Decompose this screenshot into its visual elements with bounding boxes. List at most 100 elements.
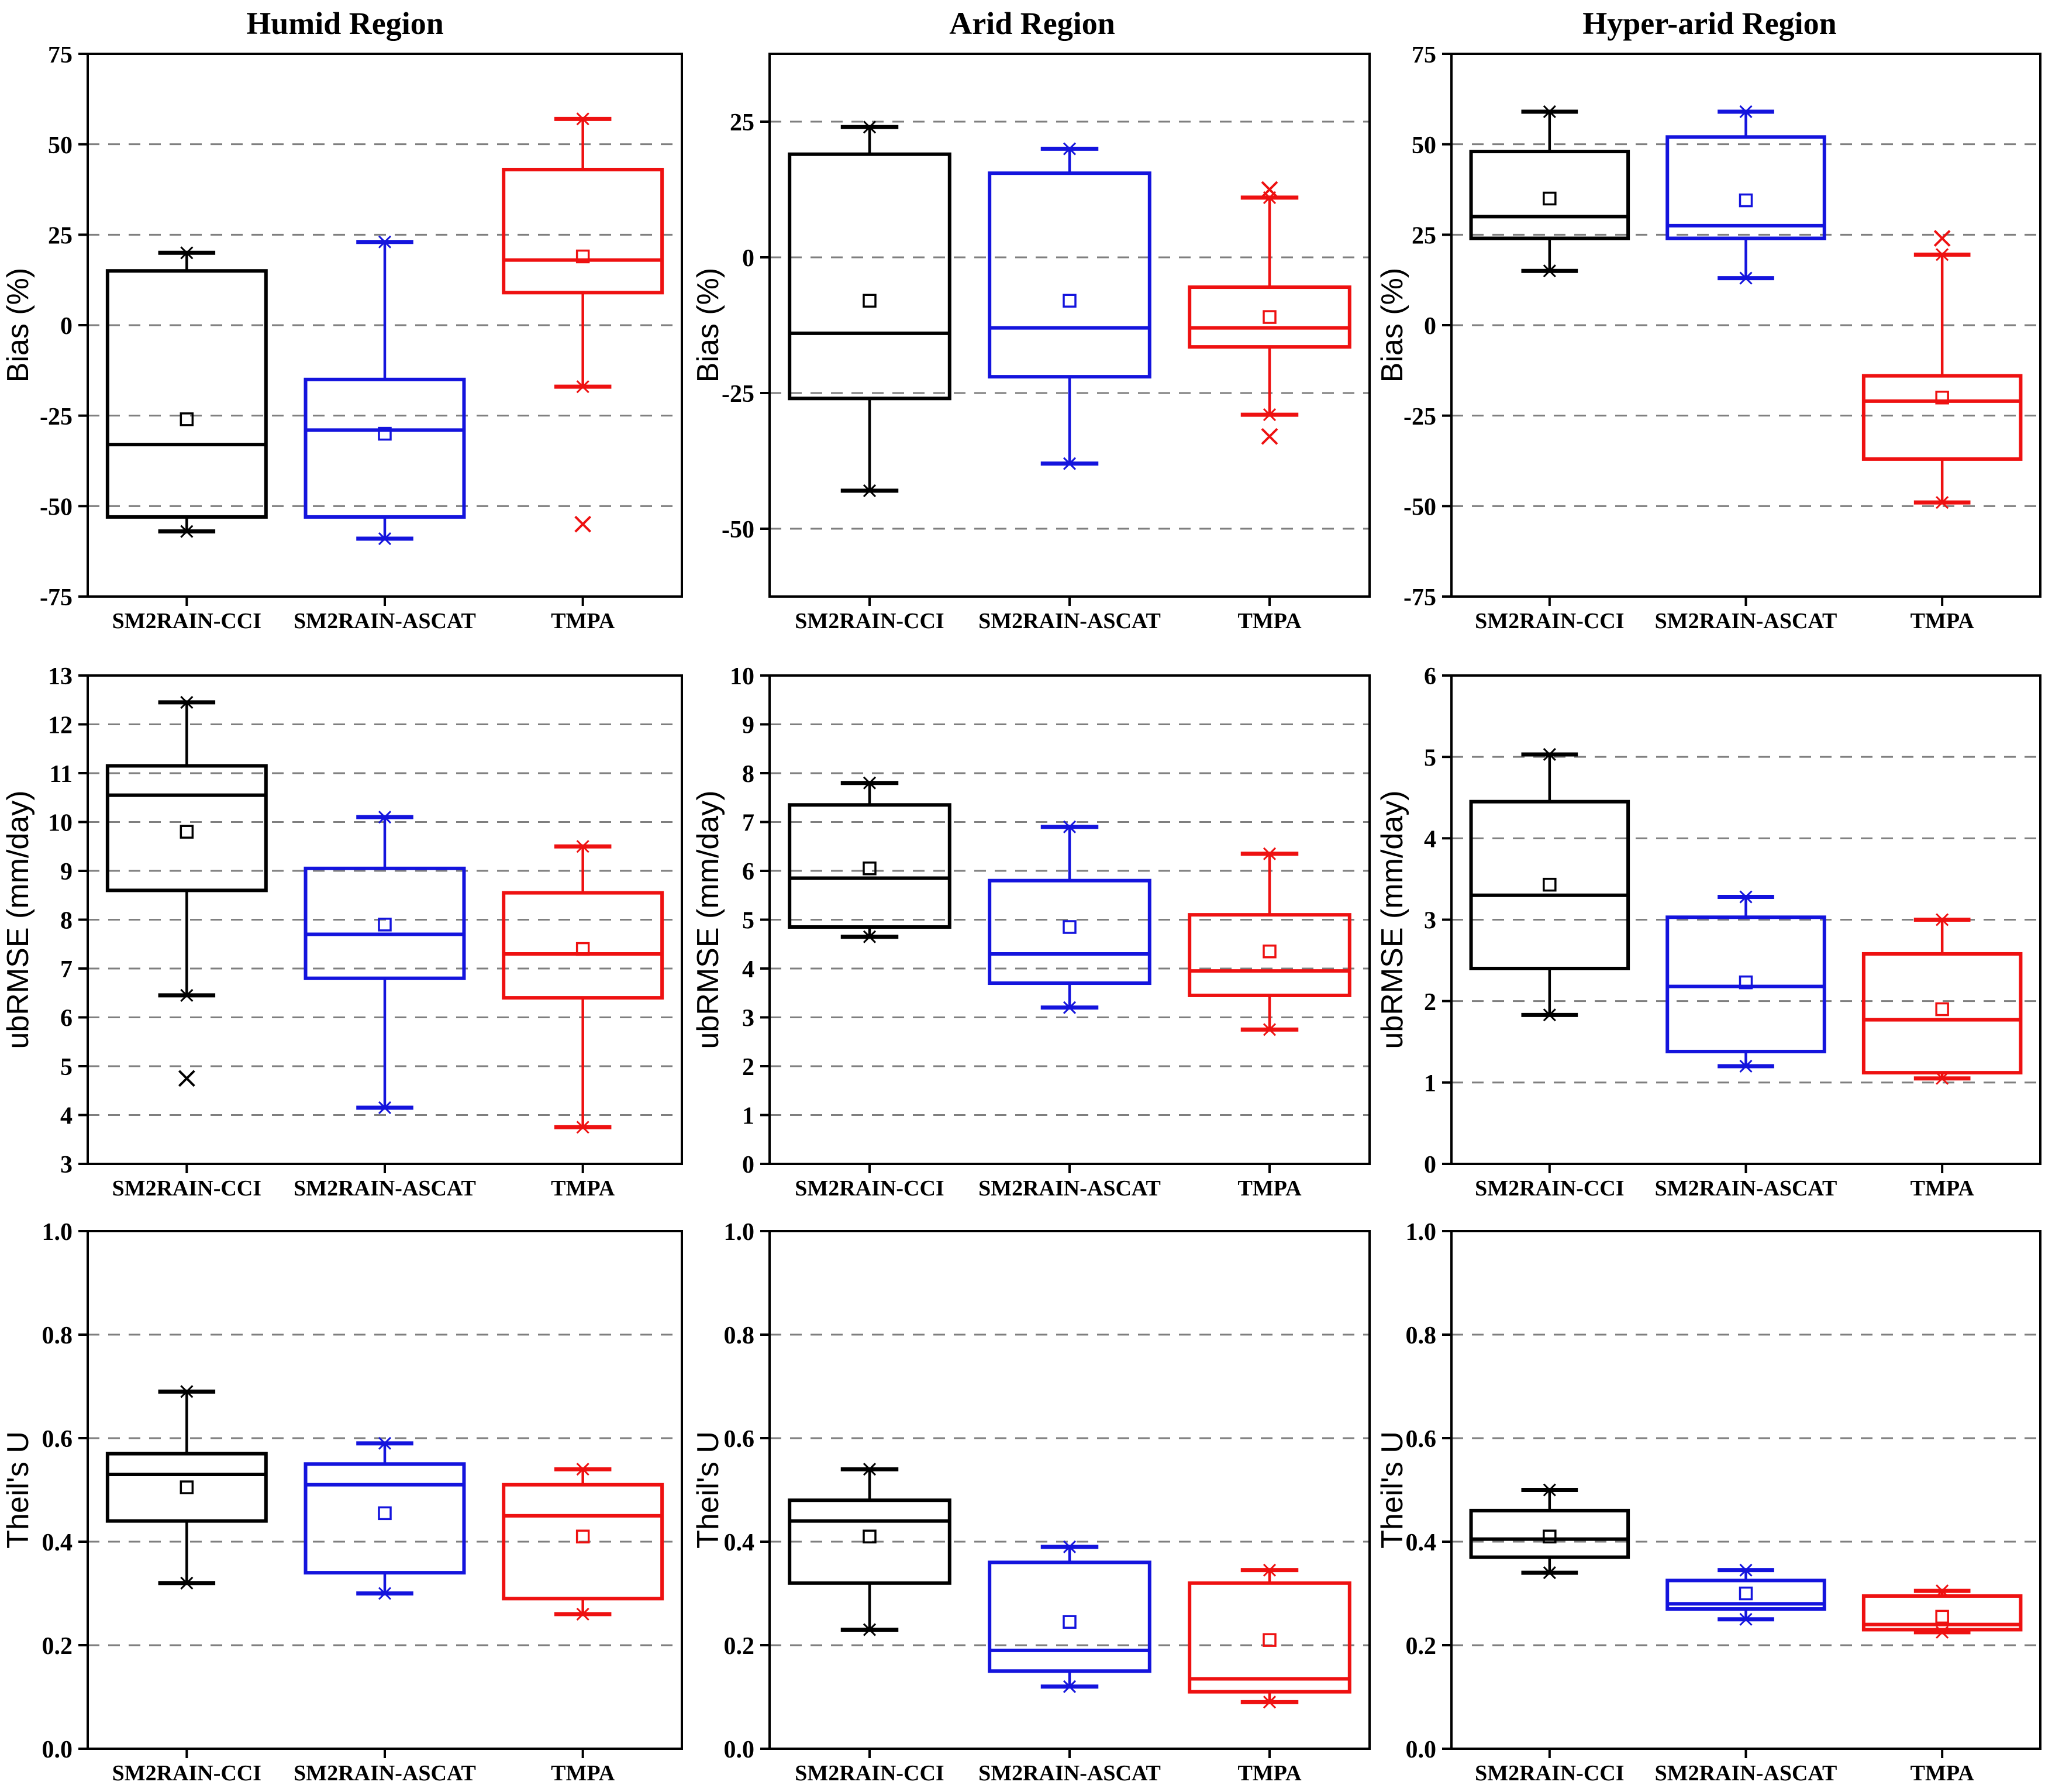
- x-category-label: SM2RAIN-CCI: [795, 609, 944, 632]
- x-category-label: SM2RAIN-CCI: [112, 609, 261, 632]
- x-category-label: SM2RAIN-ASCAT: [1655, 609, 1837, 632]
- y-tick-label: 10: [48, 810, 73, 837]
- y-tick-label: 0.2: [724, 1633, 755, 1660]
- y-tick-label: 25: [48, 222, 73, 249]
- y-tick-label: -25: [1403, 404, 1436, 430]
- x-category-label: SM2RAIN-ASCAT: [1655, 1761, 1837, 1786]
- boxplot-theils-u-humid: 1.0 0.8 0.6 0.4 0.2 0.0 Theil's U SM2RAIN-CCI SM…: [1, 1219, 683, 1786]
- y-tick-label: 4: [60, 1103, 73, 1130]
- x-category-label: TMPA: [551, 1761, 615, 1786]
- x-category-label: TMPA: [1910, 1761, 1975, 1786]
- cell-hyper-arid-theils-u: 1.0 0.8 0.6 0.4 0.2 0.0 Theil's U SM2RAIN-CCI SM…: [1374, 1217, 2045, 1792]
- x-category-label: TMPA: [1237, 1176, 1302, 1201]
- y-tick-label: 50: [48, 132, 73, 159]
- y-tick-label: 0.0: [42, 1736, 73, 1763]
- y-tick-label: 75: [1412, 47, 1436, 68]
- y-tick-label: 2: [1424, 989, 1436, 1016]
- x-category-label: TMPA: [551, 1176, 615, 1201]
- boxplot-bias-arid: 25 0 -25 -50 Bias (%) SM2RAIN-CCI SM2RAIN-ASCA…: [691, 53, 1371, 632]
- x-category-label: TMPA: [1910, 609, 1975, 632]
- y-tick-label: -50: [1403, 494, 1436, 521]
- y-tick-label: 25: [730, 109, 754, 136]
- boxplot-theils-u-arid: 1.0 0.8 0.6 0.4 0.2 0.0 Theil's U SM2RAIN-CCI SM…: [691, 1219, 1371, 1786]
- x-category-label: SM2RAIN-ASCAT: [294, 609, 476, 632]
- y-tick-label: -25: [722, 381, 754, 408]
- y-tick-label: -25: [40, 404, 73, 430]
- column-title-hyper-arid: Hyper-arid Region: [1374, 0, 2045, 47]
- boxplot-bias-humid: 75 50 25 0 -25 -50 -75 Bias (%) SM2RAIN-CCI SM2RA…: [1, 47, 683, 632]
- y-tick-label: 0: [1424, 313, 1436, 340]
- y-tick-label: 4: [1424, 826, 1436, 853]
- x-category-label: SM2RAIN-CCI: [112, 1761, 261, 1786]
- x-category-label: SM2RAIN-ASCAT: [978, 1176, 1161, 1201]
- y-tick-label: 6: [60, 1005, 73, 1032]
- y-tick-label: 0.2: [42, 1633, 73, 1660]
- y-tick-label: 8: [60, 908, 73, 935]
- y-tick-label: 5: [1424, 745, 1436, 771]
- y-axis-title: Theil's U: [1, 1431, 35, 1549]
- x-category-label: SM2RAIN-CCI: [795, 1761, 944, 1786]
- boxplot-ubrmse-humid: 13 12 11 10 9 8 7 6 5 4 3 ubRMSE (mm/day) SM2RAIN-CC…: [1, 663, 683, 1201]
- y-tick-label: 0.6: [724, 1426, 755, 1453]
- y-tick-label: 1.0: [1406, 1219, 1437, 1246]
- y-tick-label: -50: [722, 516, 754, 543]
- column-title-text: Hyper-arid Region: [1582, 6, 1837, 41]
- column-title-text: Humid Region: [246, 6, 444, 41]
- y-tick-label: 4: [742, 956, 754, 983]
- x-category-label: SM2RAIN-ASCAT: [978, 1761, 1161, 1786]
- y-tick-label: 50: [1412, 132, 1436, 159]
- y-axis-title: Theil's U: [691, 1431, 725, 1549]
- y-tick-label: 0.0: [1406, 1736, 1437, 1763]
- y-tick-label: 7: [742, 810, 754, 837]
- y-tick-label: 0.4: [42, 1529, 73, 1556]
- y-axis-title: ubRMSE (mm/day): [1375, 790, 1409, 1049]
- y-tick-label: 5: [742, 908, 754, 935]
- y-tick-label: 6: [1424, 663, 1436, 690]
- y-tick-label: 1.0: [42, 1219, 73, 1246]
- cell-arid-ubrmse: 10 9 8 7 6 5 4 3 2 1 0 ubRMSE (mm/day) SM2RAIN-CCI SM…: [690, 632, 1374, 1217]
- y-tick-label: 75: [48, 47, 73, 68]
- boxplot-ubrmse-hyper-arid: 6 5 4 3 2 1 0 ubRMSE (mm/day) SM2RAIN-CCI SM2RAIN…: [1375, 663, 2041, 1201]
- y-axis-title: Bias (%): [1375, 268, 1409, 382]
- x-category-label: SM2RAIN-CCI: [1475, 609, 1624, 632]
- y-tick-label: -75: [1403, 584, 1436, 611]
- y-tick-label: 0: [1424, 1152, 1436, 1178]
- x-category-label: TMPA: [1237, 609, 1302, 632]
- y-tick-label: 7: [60, 956, 73, 983]
- x-category-label: TMPA: [551, 609, 615, 632]
- y-axis-title: Bias (%): [1, 268, 35, 382]
- y-tick-label: 0: [60, 313, 73, 340]
- x-category-label: TMPA: [1910, 1176, 1975, 1201]
- cell-humid-theils-u: 1.0 0.8 0.6 0.4 0.2 0.0 Theil's U SM2RAIN-CCI SM…: [0, 1217, 690, 1792]
- y-tick-label: 8: [742, 761, 754, 788]
- y-tick-label: 0.6: [42, 1426, 73, 1453]
- y-tick-label: 2: [742, 1054, 754, 1081]
- y-axis-title: Bias (%): [691, 268, 725, 382]
- cell-humid-bias: Humid Region 75 50 25 0 -25 -50 -75 Bias (%) SM2…: [0, 0, 690, 632]
- x-category-label: SM2RAIN-CCI: [1475, 1761, 1624, 1786]
- y-tick-label: 0.0: [724, 1736, 755, 1763]
- boxplot-theils-u-hyper-arid: 1.0 0.8 0.6 0.4 0.2 0.0 Theil's U SM2RAIN-CCI SM…: [1375, 1219, 2041, 1786]
- y-tick-label: 0.6: [1406, 1426, 1437, 1453]
- y-tick-label: 10: [730, 663, 754, 690]
- x-category-label: SM2RAIN-CCI: [795, 1176, 944, 1201]
- boxplot-bias-hyper-arid: 75 50 25 0 -25 -50 -75 Bias (%) SM2RAIN-CCI SM2RA…: [1375, 47, 2041, 632]
- y-tick-label: 0.4: [1406, 1529, 1437, 1556]
- x-category-label: SM2RAIN-ASCAT: [294, 1176, 476, 1201]
- cell-hyper-arid-ubrmse: 6 5 4 3 2 1 0 ubRMSE (mm/day) SM2RAIN-CCI SM2RAIN…: [1374, 632, 2045, 1217]
- y-tick-label: 3: [60, 1152, 73, 1178]
- y-tick-label: 9: [742, 712, 754, 739]
- column-title-humid: Humid Region: [0, 0, 690, 47]
- y-axis-title: Theil's U: [1375, 1431, 1409, 1549]
- y-tick-label: 11: [49, 761, 73, 788]
- y-tick-label: -50: [40, 494, 73, 521]
- y-tick-label: 0.4: [724, 1529, 755, 1556]
- cell-humid-ubrmse: 13 12 11 10 9 8 7 6 5 4 3 ubRMSE (mm/day) SM2RAIN-CC…: [0, 632, 690, 1217]
- cell-arid-theils-u: 1.0 0.8 0.6 0.4 0.2 0.0 Theil's U SM2RAIN-CCI SM…: [690, 1217, 1374, 1792]
- y-tick-label: 0: [742, 1152, 754, 1178]
- y-tick-label: 6: [742, 859, 754, 885]
- y-axis-title: ubRMSE (mm/day): [691, 790, 725, 1049]
